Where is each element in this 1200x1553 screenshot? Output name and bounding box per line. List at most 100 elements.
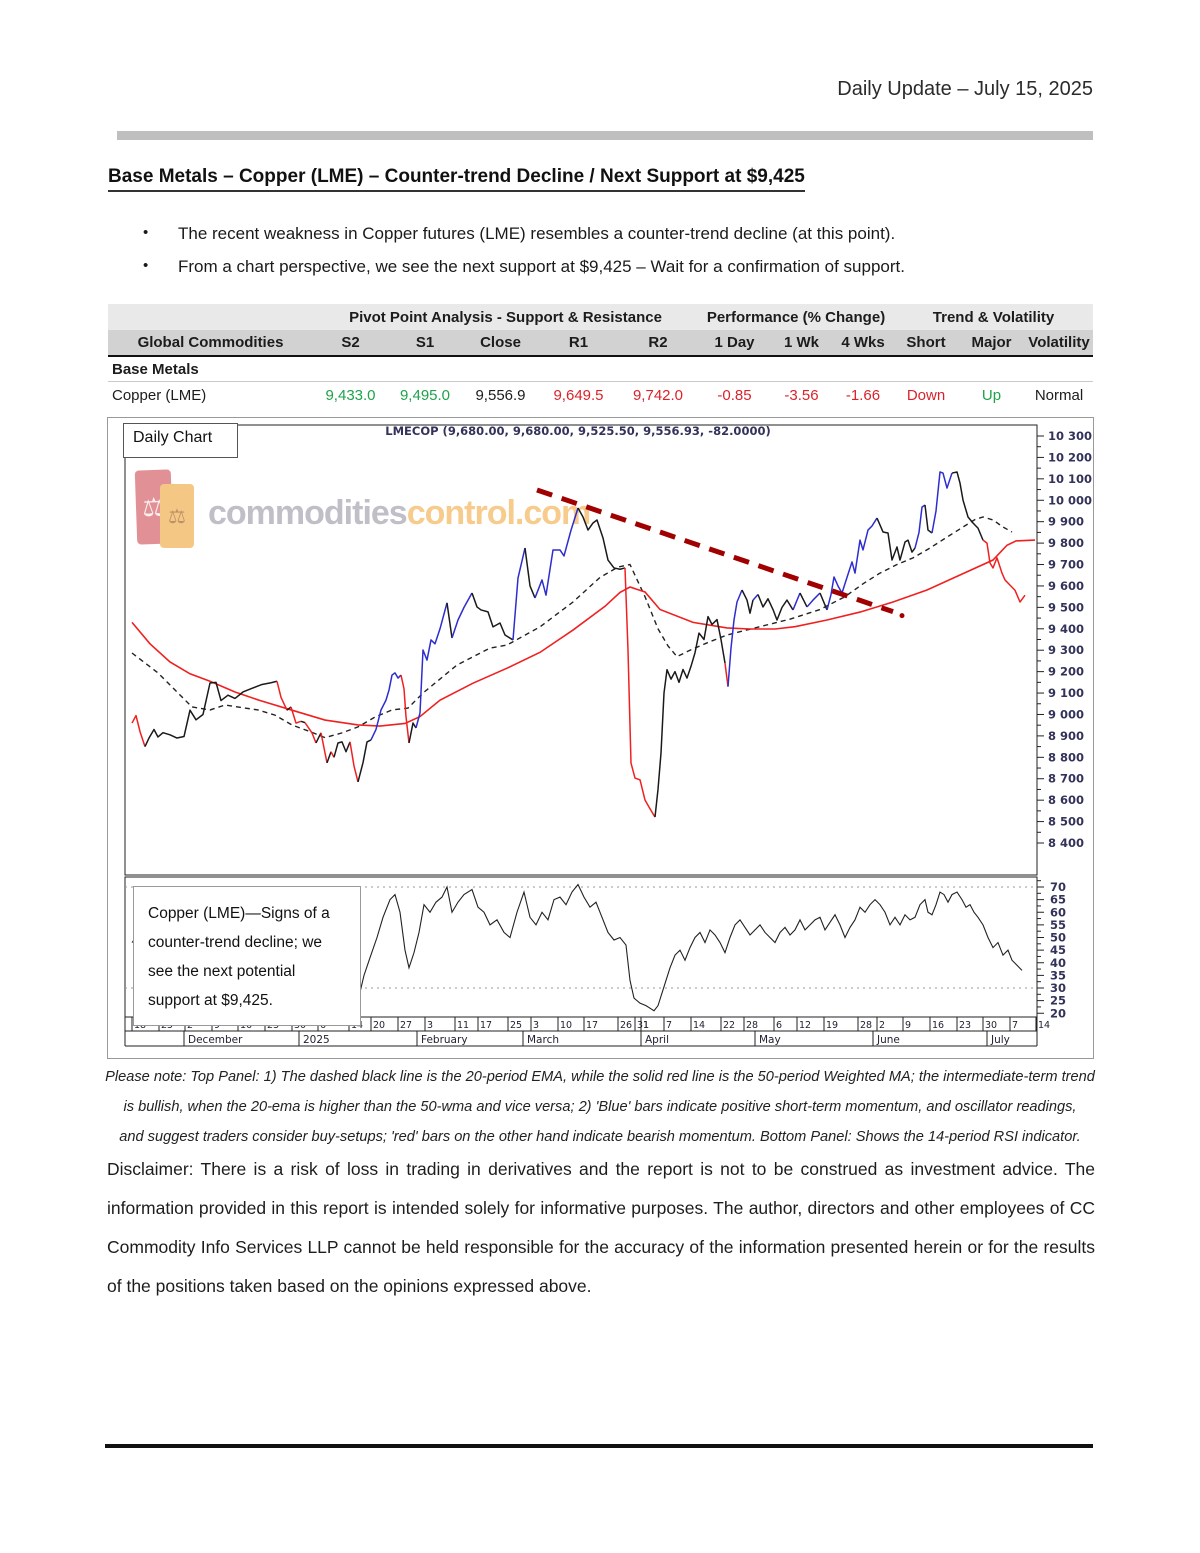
group-header-performance: Performance (% Change) — [698, 304, 894, 330]
svg-text:July: July — [990, 1034, 1010, 1046]
col-1wk: 1 Wk — [771, 330, 832, 357]
svg-text:2: 2 — [879, 1020, 885, 1031]
svg-text:60: 60 — [1050, 905, 1066, 919]
svg-text:55: 55 — [1050, 918, 1066, 932]
section-title: Base Metals – Copper (LME) – Counter-tre… — [108, 166, 805, 192]
col-short: Short — [894, 330, 958, 357]
cell-1wk: -3.56 — [784, 386, 819, 404]
svg-text:9 400: 9 400 — [1048, 622, 1084, 636]
group-header-pivot: Pivot Point Analysis - Support & Resista… — [313, 304, 698, 330]
svg-text:10 100: 10 100 — [1048, 472, 1092, 486]
svg-text:9: 9 — [905, 1020, 911, 1031]
svg-text:35: 35 — [1050, 968, 1066, 982]
col-global-commodities: Global Commodities — [108, 330, 313, 357]
svg-text:3: 3 — [533, 1020, 539, 1031]
price-chart: ⚖ ⚖ commodities control.com 8 400 8 500 8 6… — [107, 417, 1094, 1059]
svg-text:26: 26 — [620, 1020, 632, 1031]
svg-text:16: 16 — [932, 1020, 944, 1031]
svg-text:25: 25 — [1050, 994, 1066, 1008]
svg-text:February: February — [421, 1034, 468, 1046]
bullet-icon: • — [143, 257, 149, 274]
col-volatility: Volatility — [1025, 330, 1093, 357]
report-header-date: Daily Update – July 15, 2025 — [837, 78, 1093, 100]
group-header-trend: Trend & Volatility — [894, 304, 1093, 330]
svg-text:17: 17 — [480, 1020, 492, 1031]
svg-text:31: 31 — [637, 1020, 649, 1031]
bullet-icon: • — [143, 224, 149, 241]
cell-r2: 9,742.0 — [632, 386, 684, 404]
watermark-text-orange: control.com — [406, 493, 592, 532]
svg-text:20: 20 — [373, 1020, 385, 1031]
footer-rule — [105, 1444, 1093, 1448]
chart-annotation-box: Copper (LME)—Signs of a counter-trend de… — [133, 886, 361, 1026]
commoditiescontrol-logo: ⚖ ⚖ — [134, 469, 200, 556]
svg-text:9 900: 9 900 — [1048, 515, 1084, 529]
table-column-header-row: Global Commodities S2 S1 Close R1 R2 1 D… — [108, 330, 1093, 357]
svg-text:70: 70 — [1050, 880, 1066, 894]
svg-text:27: 27 — [400, 1020, 412, 1031]
svg-text:8 800: 8 800 — [1048, 750, 1084, 764]
svg-text:8 500: 8 500 — [1048, 815, 1084, 829]
col-s1: S1 — [388, 330, 462, 357]
svg-text:10 000: 10 000 — [1048, 493, 1092, 507]
svg-text:9 500: 9 500 — [1048, 600, 1084, 614]
svg-text:28: 28 — [860, 1020, 872, 1031]
svg-text:9 700: 9 700 — [1048, 558, 1084, 572]
table-section-row: Base Metals — [108, 356, 1093, 382]
footnote-line: and suggest traders consider buy-setups;… — [119, 1129, 1081, 1145]
bullet-item: • From a chart perspective, we see the n… — [143, 257, 1093, 277]
cell-short-trend: Down — [906, 386, 946, 404]
chart-title: LMECOP (9,680.00, 9,680.00, 9,525.50, 9,… — [385, 424, 770, 438]
bullet-text: The recent weakness in Copper futures (L… — [178, 224, 896, 243]
scales-icon: ⚖ — [160, 484, 194, 548]
chart-footnote: Please note: Top Panel: 1) The dashed bl… — [100, 1062, 1100, 1152]
cell-s1: 9,495.0 — [399, 386, 451, 404]
watermark: ⚖ ⚖ commodities control.com — [134, 469, 592, 556]
svg-text:22: 22 — [723, 1020, 735, 1031]
svg-text:9 600: 9 600 — [1048, 579, 1084, 593]
table-row: Copper (LME) 9,433.0 9,495.0 9,556.9 9,6… — [108, 382, 1093, 409]
footnote-line: is bullish, when the 20-ema is higher th… — [123, 1099, 1077, 1115]
cell-volatility: Normal — [1034, 386, 1084, 404]
col-close: Close — [462, 330, 539, 357]
svg-text:7: 7 — [1012, 1020, 1018, 1031]
svg-text:17: 17 — [586, 1020, 598, 1031]
svg-text:7: 7 — [666, 1020, 672, 1031]
col-r2: R2 — [618, 330, 698, 357]
col-major: Major — [958, 330, 1025, 357]
disclaimer-text: Disclaimer: There is a risk of loss in t… — [107, 1159, 1095, 1296]
table-corner-cell — [108, 304, 313, 330]
svg-text:14: 14 — [693, 1020, 705, 1031]
svg-text:9 100: 9 100 — [1048, 686, 1084, 700]
cell-commodity-name: Copper (LME) — [112, 386, 207, 404]
svg-text:9 000: 9 000 — [1048, 707, 1084, 721]
bullet-text: From a chart perspective, we see the nex… — [178, 257, 905, 276]
svg-text:8 600: 8 600 — [1048, 793, 1084, 807]
svg-text:6: 6 — [776, 1020, 782, 1031]
svg-text:30: 30 — [1050, 981, 1066, 995]
svg-text:12: 12 — [799, 1020, 811, 1031]
footnote-line: Please note: Top Panel: 1) The dashed bl… — [105, 1069, 1095, 1085]
svg-text:19: 19 — [826, 1020, 838, 1031]
svg-text:April: April — [645, 1034, 669, 1046]
cell-close: 9,556.9 — [475, 386, 526, 404]
pivot-point-table: Pivot Point Analysis - Support & Resista… — [108, 304, 1093, 408]
svg-text:3: 3 — [427, 1020, 433, 1031]
svg-text:December: December — [188, 1034, 243, 1046]
svg-text:1: 1 — [643, 1020, 649, 1031]
svg-text:June: June — [876, 1034, 900, 1046]
svg-text:8 700: 8 700 — [1048, 772, 1084, 786]
section-label-base-metals: Base Metals — [108, 356, 1093, 382]
svg-text:65: 65 — [1050, 893, 1066, 907]
svg-text:30: 30 — [985, 1020, 997, 1031]
cell-major-trend: Up — [981, 386, 1002, 404]
svg-text:40: 40 — [1050, 956, 1066, 970]
svg-text:11: 11 — [457, 1020, 469, 1031]
svg-text:9 200: 9 200 — [1048, 665, 1084, 679]
svg-text:May: May — [759, 1034, 781, 1046]
cell-s2: 9,433.0 — [325, 386, 376, 404]
cell-4wks: -1.66 — [845, 386, 881, 404]
col-1day: 1 Day — [698, 330, 771, 357]
svg-text:8 400: 8 400 — [1048, 836, 1084, 850]
